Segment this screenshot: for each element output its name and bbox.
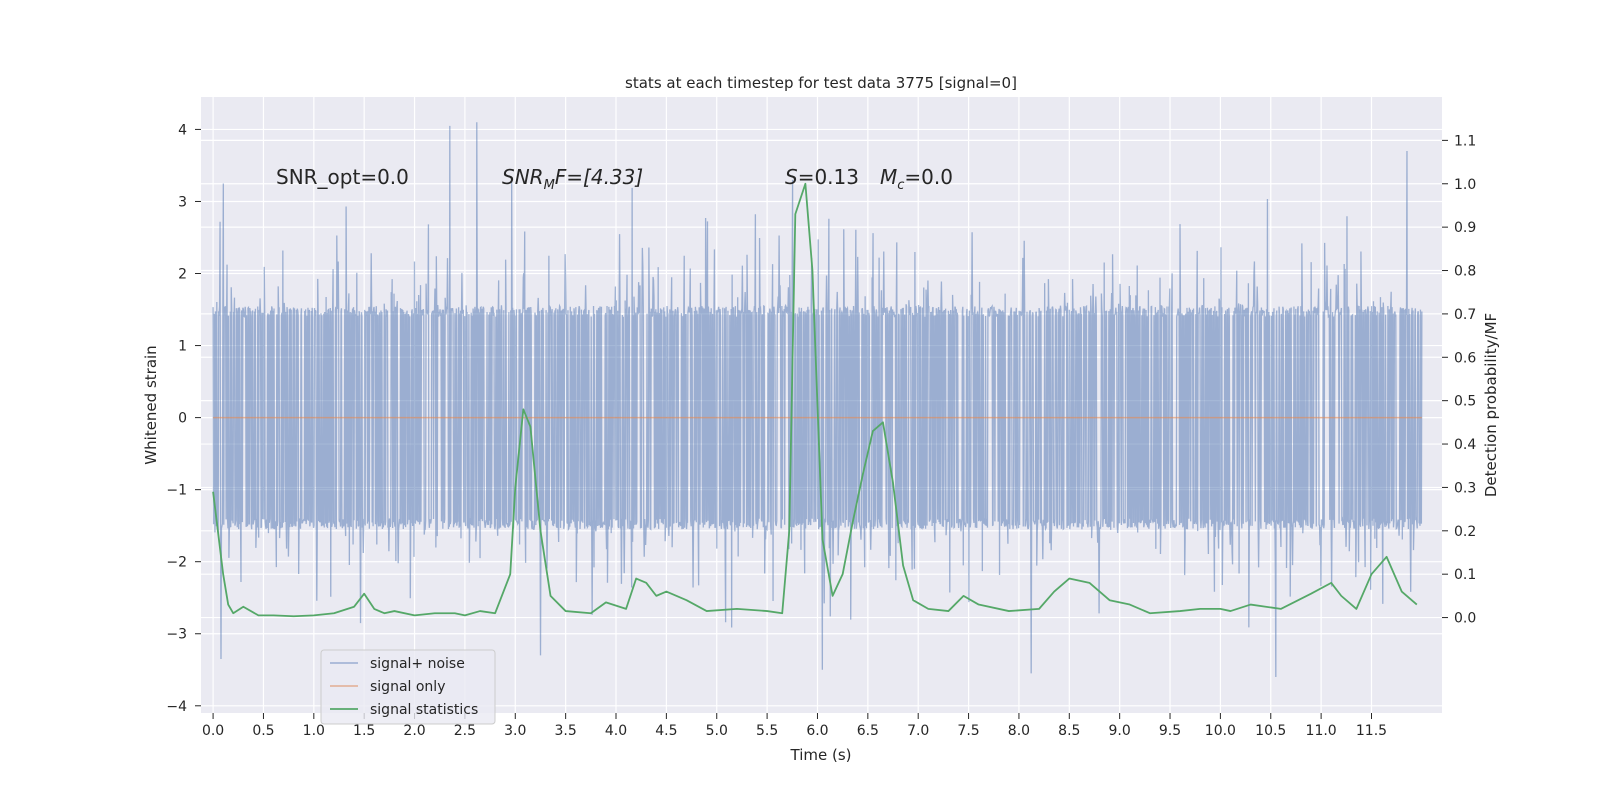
x-tick-label-5: 2.5 (454, 723, 476, 739)
y-tick-label-2: −2 (166, 555, 187, 571)
x-tick-label-9: 4.5 (655, 723, 677, 739)
x-tick-label-4: 2.0 (403, 723, 425, 739)
y2-tick-label-6: 0.6 (1454, 350, 1476, 366)
y-tick-label-6: 2 (178, 267, 187, 283)
x-tick-label-2: 1.0 (303, 723, 325, 739)
y2-tick-label-9: 0.9 (1454, 220, 1476, 236)
y-tick-label-3: −1 (166, 483, 187, 499)
y2-axis-ticks: 0.0 0.1 0.2 0.3 0.4 0.5 0.6 0.7 0.8 0.9 1.0 1.1 (1442, 133, 1476, 627)
y2-tick-label-8: 0.8 (1454, 264, 1476, 280)
annotation-mc: Mc=0.0 (880, 165, 953, 193)
x-tick-label-3: 1.5 (353, 723, 375, 739)
x-tick-label-12: 6.0 (806, 723, 828, 739)
x-tick-label-19: 9.5 (1159, 723, 1181, 739)
x-tick-label-21: 10.5 (1255, 723, 1286, 739)
y2-tick-label-11: 1.1 (1454, 133, 1476, 149)
legend-label-signal-statistics: signal statistics (370, 702, 478, 718)
series-signal-statistics (212, 182, 1418, 618)
y-axis-label: Whitened strain (142, 345, 160, 464)
y2-tick-label-4: 0.4 (1454, 437, 1476, 453)
y-tick-label-8: 4 (178, 122, 187, 138)
x-tick-label-22: 11.0 (1306, 723, 1337, 739)
x-tick-label-11: 5.5 (756, 723, 778, 739)
annotation-s-stat: S=0.13 (785, 165, 859, 189)
legend: signal+ noise signal only signal statist… (320, 649, 496, 725)
x-axis-ticks: 0.0 0.5 1.0 1.5 2.0 2.5 3.0 3.5 4.0 4.5 5.0 5.5 6.0 6… (202, 713, 1387, 739)
legend-label-signal-noise: signal+ noise (370, 656, 465, 672)
legend-label-signal-only: signal only (370, 679, 445, 695)
x-tick-label-15: 7.5 (957, 723, 979, 739)
x-tick-label-17: 8.5 (1058, 723, 1080, 739)
y-tick-label-0: −4 (166, 699, 187, 715)
x-tick-label-0: 0.0 (202, 723, 224, 739)
y-tick-label-1: −3 (166, 627, 187, 643)
x-tick-label-8: 4.0 (605, 723, 627, 739)
x-tick-label-16: 8.0 (1008, 723, 1030, 739)
y2-tick-label-0: 0.0 (1454, 611, 1476, 627)
x-tick-label-20: 10.0 (1205, 723, 1236, 739)
x-tick-label-7: 3.5 (555, 723, 577, 739)
y2-tick-label-1: 0.1 (1454, 567, 1476, 583)
y-tick-label-5: 1 (178, 339, 187, 355)
x-tick-label-6: 3.0 (504, 723, 526, 739)
signal-statistics-line (212, 182, 1418, 618)
y-axis-ticks: −4 −3 −2 −1 0 1 2 3 4 (166, 122, 201, 715)
y2-tick-label-2: 0.2 (1454, 524, 1476, 540)
x-tick-label-10: 5.0 (706, 723, 728, 739)
x-tick-label-18: 9.0 (1109, 723, 1131, 739)
y2-tick-label-10: 1.0 (1454, 177, 1476, 193)
legend-box (320, 649, 496, 725)
y-tick-label-7: 3 (178, 194, 187, 210)
y2-tick-label-7: 0.7 (1454, 307, 1476, 323)
y2-tick-label-5: 0.5 (1454, 394, 1476, 410)
x-axis-label: Time (s) (790, 746, 852, 764)
chart-title: stats at each timestep for test data 377… (625, 74, 1017, 92)
y-tick-label-4: 0 (178, 411, 187, 427)
x-tick-label-13: 6.5 (857, 723, 879, 739)
x-tick-label-14: 7.0 (907, 723, 929, 739)
y2-tick-label-3: 0.3 (1454, 480, 1476, 496)
x-tick-label-1: 0.5 (252, 723, 274, 739)
x-tick-label-23: 11.5 (1356, 723, 1387, 739)
y2-axis-label: Detection probability/MF (1482, 313, 1500, 497)
annotation-snr-mf: SNRMF=[4.33] (502, 165, 643, 193)
annotation-snr-opt: SNR_opt=0.0 (276, 165, 409, 189)
